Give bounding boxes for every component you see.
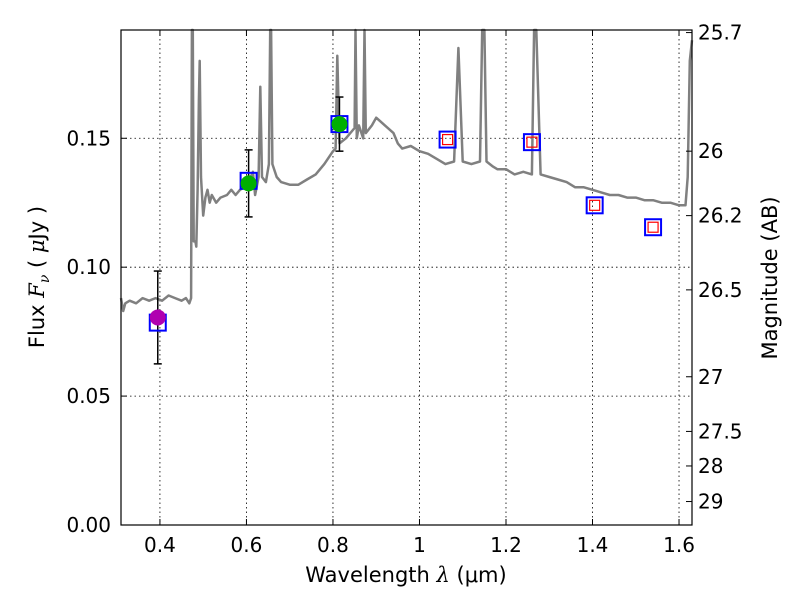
y-tick-label: 0.15 [66, 126, 111, 150]
data-marker [149, 309, 166, 326]
x-axis: 0.4 0.6 0.8 1 1.2 1.4 1.6 [144, 30, 695, 557]
model-box [585, 196, 604, 215]
x-tick-label: 1.6 [663, 533, 695, 557]
y2-tick-label: 28 [698, 454, 723, 478]
empty-marker [589, 199, 601, 211]
model-box [644, 218, 663, 237]
x-tick-label: 1.2 [490, 533, 522, 557]
y2-tick-label: 26.2 [698, 204, 743, 228]
y2-tick-label: 27.5 [698, 419, 743, 443]
spectrum-line [119, 28, 694, 313]
photometry-point-6 [585, 196, 604, 215]
x-tick-label: 1.4 [577, 533, 609, 557]
x-tick-label: 1 [413, 533, 426, 557]
empty-marker [441, 133, 454, 146]
photometry-point-1 [148, 270, 167, 365]
photometry-point-3 [330, 96, 349, 152]
x-tick-label: 0.8 [317, 533, 349, 557]
photometry-points [148, 96, 663, 365]
y2-tick-label: 25.7 [698, 21, 743, 45]
data-marker [240, 175, 257, 192]
photometry-point-7 [644, 218, 663, 237]
y-tick-label: 0.00 [66, 513, 111, 537]
x-tick-label: 0.6 [231, 533, 263, 557]
photometry-point-4 [438, 130, 457, 149]
y2-tick-label: 26 [698, 139, 723, 163]
model-box [438, 130, 457, 149]
y-axis-left: 0.00 0.05 0.10 0.15 [66, 126, 127, 537]
y-tick-label: 0.05 [66, 384, 111, 408]
y2-axis-label: Magnitude (AB) [758, 196, 782, 359]
empty-marker [647, 221, 659, 233]
model-box [522, 133, 541, 152]
x-tick-label: 0.4 [144, 533, 176, 557]
empty-marker [526, 136, 538, 148]
model-spectrum [119, 28, 694, 313]
y-tick-label: 0.10 [66, 255, 111, 279]
y-axis-label: Flux Fν ( μJy ) [25, 206, 53, 348]
data-marker [331, 116, 348, 133]
y2-tick-label: 27 [698, 365, 723, 389]
y-axis-right: 25.7 26 26.2 26.5 27 27.5 28 29 [686, 21, 743, 514]
y2-tick-label: 29 [698, 490, 723, 514]
y2-tick-label: 26.5 [698, 278, 743, 302]
grid-lines [121, 30, 692, 526]
photometry-point-2 [239, 149, 258, 218]
plot-frame [120, 29, 693, 526]
x-axis-label: Wavelength λ (μm) [305, 563, 506, 587]
photometry-point-5 [522, 133, 541, 152]
